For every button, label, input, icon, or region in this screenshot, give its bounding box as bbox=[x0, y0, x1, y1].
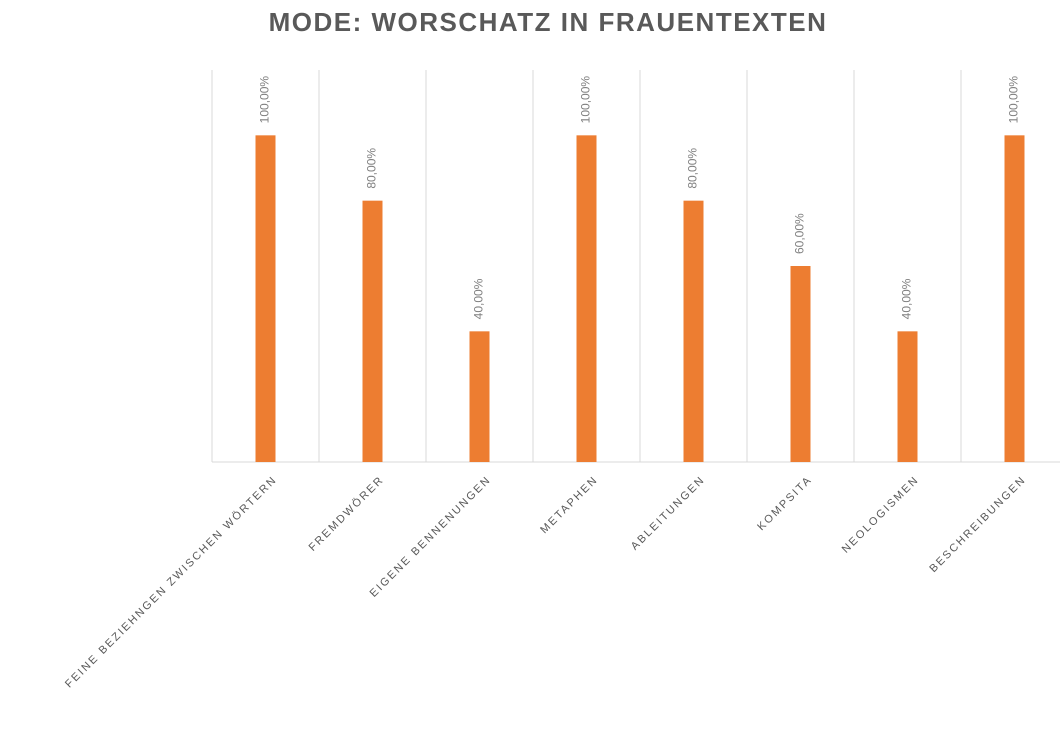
value-label: 40,00% bbox=[900, 278, 914, 319]
x-tick-label: NEOLOGISMEN bbox=[840, 474, 922, 556]
x-tick-label: KOMPSITA bbox=[755, 474, 814, 533]
x-tick-label: METAPHEN bbox=[538, 474, 600, 536]
x-tick-label: FEINE BEZIEHNGEN ZWISCHEN WÖRTERN bbox=[63, 474, 280, 691]
bar bbox=[790, 266, 811, 462]
value-label: 100,00% bbox=[258, 76, 272, 124]
value-label: 100,00% bbox=[579, 76, 593, 124]
bar bbox=[362, 200, 383, 462]
bar bbox=[255, 135, 276, 463]
bar bbox=[897, 331, 918, 462]
value-label: 100,00% bbox=[1007, 76, 1021, 124]
bar bbox=[469, 331, 490, 462]
chart-title: MODE: WORSCHATZ IN FRAUENTEXTEN bbox=[269, 7, 828, 37]
value-label: 40,00% bbox=[472, 278, 486, 319]
value-label: 80,00% bbox=[365, 148, 379, 189]
value-label: 80,00% bbox=[686, 148, 700, 189]
x-tick-label: ABLEITUNGEN bbox=[629, 474, 708, 553]
x-tick-label: FREMDWÖRER bbox=[307, 474, 387, 554]
bar bbox=[576, 135, 597, 463]
x-tick-label: EIGENE BENNENUNGEN bbox=[368, 474, 494, 600]
bar bbox=[1004, 135, 1025, 463]
value-label: 60,00% bbox=[793, 213, 807, 254]
x-tick-label: BESCHREIBUNGEN bbox=[927, 474, 1028, 575]
bar bbox=[683, 200, 704, 462]
